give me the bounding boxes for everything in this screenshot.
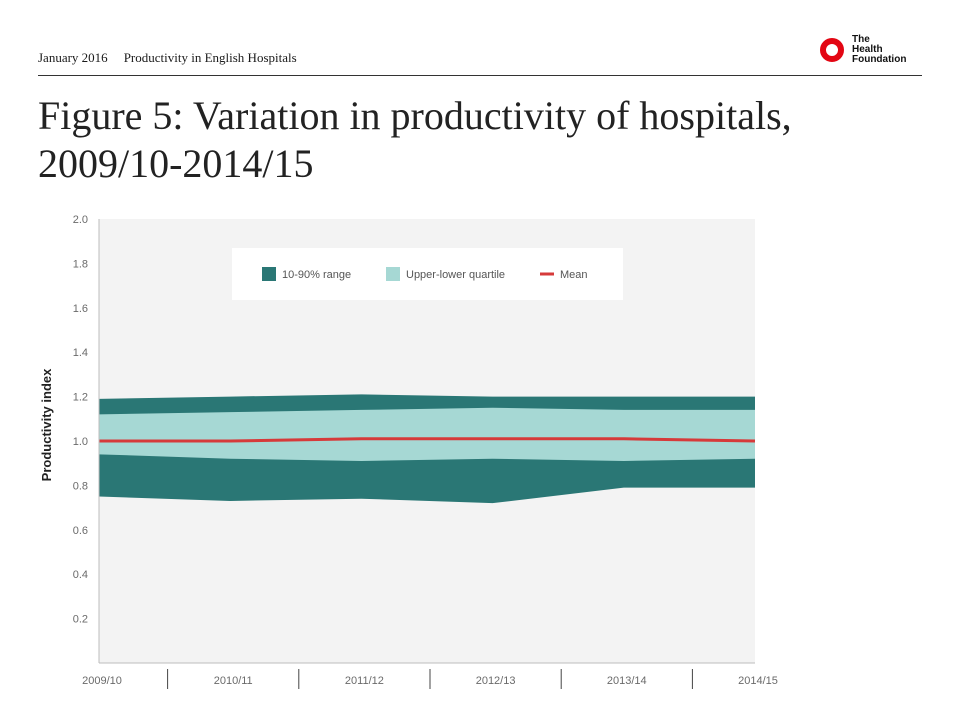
y-axis-title: Productivity index [39, 368, 54, 481]
y-tick-label: 1.8 [73, 258, 88, 270]
x-tick-label: 2013/14 [607, 675, 647, 687]
x-tick-label: 2014/15 [738, 675, 778, 687]
logo-ring-icon [820, 38, 844, 62]
y-tick-label: 0.8 [73, 480, 88, 492]
header-divider [38, 75, 922, 76]
mean-line [99, 437, 756, 443]
x-tick-label: 2009/10 [82, 675, 122, 687]
header-date: January 2016 [38, 50, 108, 65]
health-foundation-logo: The Health Foundation [820, 30, 930, 70]
y-tick-label: 0.2 [73, 614, 88, 626]
slide-header: January 2016 Productivity in English Hos… [38, 48, 297, 68]
y-tick-label: 1.4 [73, 347, 88, 359]
y-tick-label: 1.0 [73, 436, 88, 448]
legend-box [232, 248, 623, 300]
chart-legend: 10-90% range Upper-lower quartile Mean [232, 248, 623, 300]
productivity-chart: 10-90% range Upper-lower quartile Mean 0.2… [39, 214, 778, 689]
chart-axes: 0.2 0.4 0.6 0.8 1.0 1.2 1.4 1.6 1.8 2.0 2009/10 201… [39, 214, 778, 689]
legend-label: 10-90% range [282, 269, 351, 281]
x-tick-label: 2011/12 [345, 675, 384, 687]
x-tick-label: 2012/13 [476, 675, 516, 687]
legend-swatch [386, 267, 400, 281]
figure-title: Figure 5: Variation in productivity of h… [38, 93, 792, 186]
band-upper-lower-quartile [99, 407, 755, 461]
legend-label: Upper-lower quartile [406, 269, 505, 281]
y-tick-label: 2.0 [73, 214, 88, 226]
x-tick-label: 2010/11 [214, 675, 253, 687]
y-tick-label: 1.2 [73, 392, 88, 404]
y-tick-label: 0.4 [73, 569, 88, 581]
legend-swatch [262, 267, 276, 281]
legend-label: Mean [560, 269, 588, 281]
y-tick-label: 1.6 [73, 303, 88, 315]
logo-wordmark: The Health Foundation [852, 34, 907, 65]
header-publication: Productivity in English Hospitals [123, 50, 297, 65]
y-tick-label: 0.6 [73, 525, 88, 537]
